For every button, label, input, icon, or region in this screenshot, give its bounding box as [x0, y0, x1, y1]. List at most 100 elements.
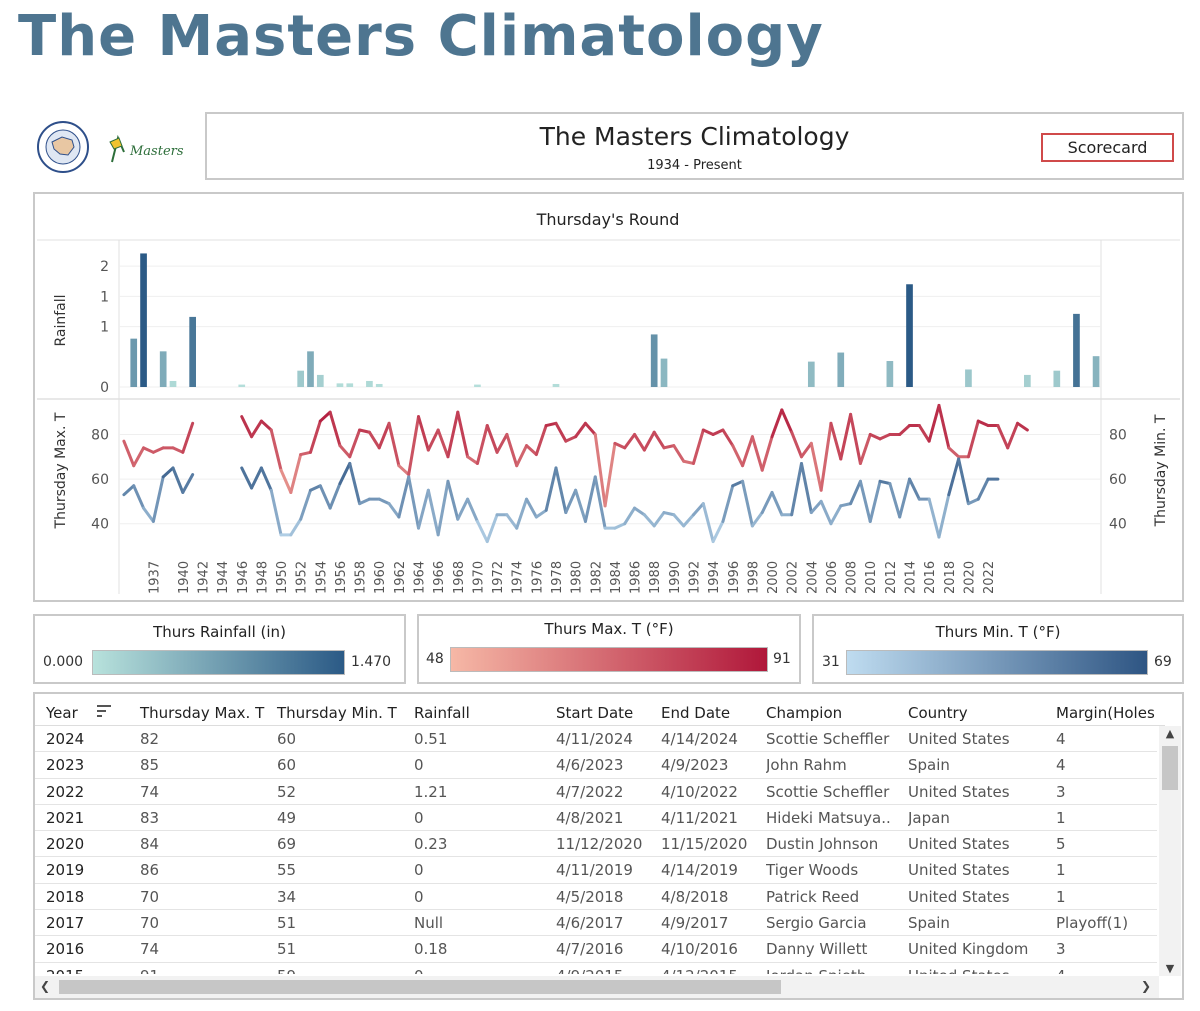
- table-row[interactable]: 2021 83 49 0 4/8/2021 4/11/2021 Hideki Matsuya…: [35, 805, 1157, 832]
- table-cell: 84: [140, 835, 160, 854]
- x-tick-label: 1998: [746, 561, 761, 594]
- rainfall-bar: [238, 384, 246, 387]
- min-temp-line-segment: [151, 475, 165, 523]
- rainfall-legend: Thurs Rainfall (in) 0.000 1.470: [33, 614, 406, 684]
- max-temp-line-segment: [672, 444, 686, 463]
- min-temp-color-ramp: [846, 650, 1148, 675]
- col-header-champion[interactable]: Champion: [766, 704, 843, 722]
- rainfall-bar: [297, 370, 305, 387]
- table-row[interactable]: 2015 91 59 0 4/9/2015 4/12/2015 Jordan Spieth U…: [35, 963, 1157, 974]
- max-temp-line-segment: [250, 419, 263, 439]
- min-temp-line-segment: [485, 513, 499, 544]
- scroll-left-icon[interactable]: ❮: [40, 979, 51, 993]
- min-temp-legend-title: Thurs Min. T (°F): [935, 623, 1061, 641]
- table-cell: Scottie Scheffler: [766, 782, 890, 801]
- table-row[interactable]: 2018 70 34 0 4/5/2018 4/8/2018 Patrick Reed Uni…: [35, 884, 1157, 911]
- x-tick-label: 1940: [177, 561, 192, 594]
- max-temp-line-segment: [181, 421, 195, 454]
- max-temp-line-segment: [534, 424, 548, 457]
- table-cell: 4/10/2016: [661, 940, 738, 959]
- min-temp-line-segment: [633, 506, 646, 517]
- max-temp-line-segment: [367, 430, 381, 450]
- table-cell: 70: [140, 887, 160, 906]
- max-temp-tick-label: 80: [91, 427, 109, 443]
- table-row[interactable]: 2017 70 51 Null 4/6/2017 4/9/2017 Sergio Garci…: [35, 910, 1157, 937]
- min-temp-line-segment: [338, 461, 352, 486]
- max-temp-line-segment: [937, 403, 951, 450]
- max-temp-line-segment: [554, 421, 568, 443]
- table-row[interactable]: 2019 86 55 0 4/11/2019 4/14/2019 Tiger Woods Un…: [35, 857, 1157, 884]
- scroll-down-icon[interactable]: ▼: [1165, 962, 1175, 975]
- table-cell: 1: [1056, 887, 1066, 906]
- vertical-scroll-thumb[interactable]: [1162, 746, 1178, 790]
- table-cell: 2019: [46, 861, 85, 880]
- min-temp-line-segment: [269, 488, 283, 537]
- table-row[interactable]: 2024 82 60 0.51 4/11/2024 4/14/2024 Scottie Sc…: [35, 726, 1157, 753]
- max-temp-line-segment: [927, 403, 941, 443]
- table-cell: 4/6/2023: [556, 756, 624, 775]
- col-header-country[interactable]: Country: [908, 704, 968, 722]
- max-temp-tick-label: 40: [91, 517, 109, 533]
- min-temp-tick-label: 80: [1109, 427, 1127, 443]
- max-temp-line-segment: [633, 432, 646, 452]
- min-temp-line-segment: [790, 461, 803, 517]
- x-tick-label: 2000: [766, 561, 781, 594]
- max-temp-line-segment: [485, 424, 499, 454]
- max-temp-legend-max: 91: [773, 651, 791, 667]
- x-tick-label: 1942: [196, 561, 211, 594]
- horizontal-scrollbar[interactable]: ❮ ❯: [35, 976, 1159, 998]
- col-header-end-date[interactable]: End Date: [661, 704, 731, 722]
- rainfall-bar: [336, 383, 344, 387]
- min-temp-line-segment: [544, 466, 558, 512]
- rainfall-axis-label: Rainfall: [53, 294, 69, 346]
- col-header-max-t[interactable]: Thursday Max. T: [140, 704, 265, 722]
- min-temp-line-segment: [466, 497, 479, 523]
- rainfall-bar: [307, 351, 314, 387]
- max-temp-line-segment: [417, 415, 430, 452]
- table-cell: 2016: [46, 940, 85, 959]
- table-cell: Spain: [908, 914, 950, 933]
- x-tick-label: 1972: [491, 561, 506, 594]
- table-cell: 0: [414, 861, 424, 880]
- col-header-start-date[interactable]: Start Date: [556, 704, 634, 722]
- x-tick-label: 1988: [648, 561, 663, 594]
- srcc-seal-logo: [37, 121, 89, 173]
- min-temp-line-segment: [446, 479, 460, 521]
- results-table: Year Thursday Max. T Thursday Min. T Rai…: [33, 692, 1184, 1000]
- scroll-up-icon[interactable]: ▲: [1165, 727, 1175, 740]
- col-header-rainfall[interactable]: Rainfall: [414, 704, 470, 722]
- scroll-right-icon[interactable]: ❯: [1140, 979, 1151, 993]
- max-temp-line-segment: [564, 435, 578, 443]
- x-tick-label: 1956: [334, 561, 349, 594]
- x-tick-label: 1954: [314, 561, 329, 594]
- x-tick-label: 1948: [255, 561, 270, 594]
- table-cell: Danny Willett: [766, 940, 868, 959]
- x-tick-label: 2002: [786, 561, 801, 594]
- vertical-scrollbar[interactable]: ▲ ▼: [1159, 726, 1181, 976]
- table-cell: 49: [277, 808, 297, 827]
- rainfall-bar: [375, 383, 383, 387]
- table-row[interactable]: 2020 84 69 0.23 11/12/2020 11/15/2020 Dustin J…: [35, 831, 1157, 858]
- thursday-round-chart[interactable]: Thursday's Round 2 1 1 0 Rainfall 80 80 60 60 40 40…: [35, 194, 1182, 600]
- min-temp-line-segment: [407, 475, 421, 530]
- col-header-min-t[interactable]: Thursday Min. T: [277, 704, 397, 722]
- table-cell: 5: [1056, 835, 1066, 854]
- min-temp-line-segment: [927, 497, 941, 539]
- sort-icon[interactable]: [97, 704, 113, 718]
- scorecard-button[interactable]: Scorecard: [1041, 133, 1174, 162]
- table-body: 2024 82 60 0.51 4/11/2024 4/14/2024 Scottie Sc…: [35, 726, 1157, 974]
- horizontal-scroll-thumb[interactable]: [59, 980, 781, 994]
- min-temp-line-segment: [436, 479, 450, 537]
- max-temp-line-segment: [741, 435, 754, 468]
- max-temp-line-segment: [898, 424, 912, 436]
- min-temp-line-segment: [593, 475, 607, 530]
- min-temp-line-segment: [554, 466, 568, 515]
- min-temp-line-segment: [760, 490, 774, 515]
- col-header-margin[interactable]: Margin(Holes: [1056, 704, 1155, 722]
- table-row[interactable]: 2016 74 51 0.18 4/7/2016 4/10/2016 Danny Wille…: [35, 936, 1157, 963]
- max-temp-line-segment: [770, 408, 784, 439]
- table-cell: 0: [414, 808, 424, 827]
- table-row[interactable]: 2022 74 52 1.21 4/7/2022 4/10/2022 Scottie Sch…: [35, 779, 1157, 805]
- col-header-year[interactable]: Year: [46, 704, 78, 722]
- table-row[interactable]: 2023 85 60 0 4/6/2023 4/9/2023 John Rahm Spain 4: [35, 752, 1157, 779]
